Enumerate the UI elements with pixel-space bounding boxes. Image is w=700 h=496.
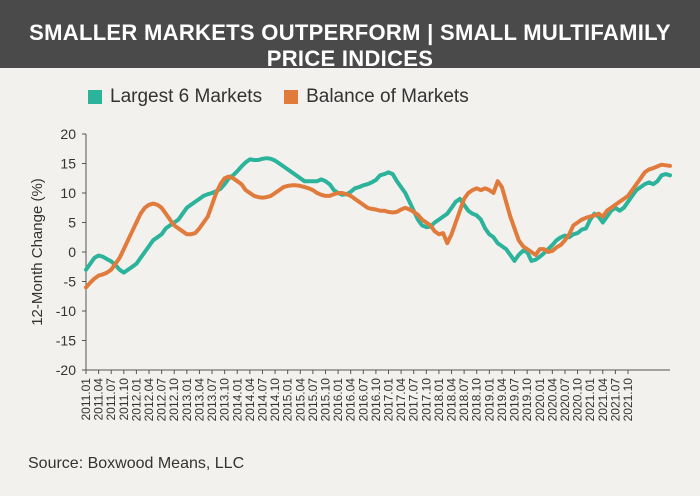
y-tick-label: -10 xyxy=(56,303,76,319)
x-tick-label: 2019.01 xyxy=(482,378,496,422)
x-tick-label: 2012.10 xyxy=(167,378,181,422)
x-tick-label: 2018.07 xyxy=(457,378,471,422)
title-bar: SMALLER MARKETS OUTPERFORM | SMALL MULTI… xyxy=(0,0,700,71)
legend-swatch-balance xyxy=(284,90,299,104)
x-tick-label: 2016.10 xyxy=(369,378,383,422)
x-tick-label: 2012.04 xyxy=(142,378,156,422)
x-tick-label: 2014.04 xyxy=(243,378,257,422)
x-tick-label: 2012.07 xyxy=(155,378,169,422)
y-tick-label: 20 xyxy=(60,126,76,142)
x-tick-label: 2017.07 xyxy=(407,378,421,422)
x-tick-label: 2011.07 xyxy=(104,378,118,421)
x-tick-label: 2019.04 xyxy=(495,378,509,422)
x-tick-label: 2011.10 xyxy=(117,378,131,421)
legend-label-balance: Balance of Markets xyxy=(306,86,469,107)
legend-label-largest-6: Largest 6 Markets xyxy=(110,86,263,107)
y-tick-label: 15 xyxy=(60,156,76,172)
y-tick-label: 5 xyxy=(68,215,76,231)
y-tick-label: 10 xyxy=(60,185,76,201)
series-line-largest-6 xyxy=(84,156,672,275)
series-lines xyxy=(84,156,672,290)
legend-swatch-largest-6 xyxy=(88,90,102,104)
x-tick-label: 2018.01 xyxy=(432,378,446,422)
x-tick-label: 2012.01 xyxy=(129,378,143,422)
x-tick-label: 2018.10 xyxy=(470,378,484,422)
x-tick-label: 2016.07 xyxy=(356,378,370,422)
x-tick-label: 2013.01 xyxy=(180,378,194,422)
legend-item-largest-6: Largest 6 Markets xyxy=(88,86,262,108)
x-tick-label: 2020.01 xyxy=(533,378,547,422)
x-tick-label: 2014.10 xyxy=(268,378,282,422)
x-tick-label: 2014.07 xyxy=(255,378,269,422)
y-tick-label: -20 xyxy=(56,362,76,378)
x-tick-label: 2013.10 xyxy=(218,378,232,422)
x-tick-label: 2019.10 xyxy=(520,378,534,422)
y-tick-label: -15 xyxy=(56,333,76,349)
x-tick-label: 2021.01 xyxy=(583,378,597,422)
x-tick-label: 2017.01 xyxy=(382,378,396,422)
x-tick-label: 2015.07 xyxy=(306,378,320,422)
x-tick-label: 2017.04 xyxy=(394,378,408,422)
x-tick-label: 2013.04 xyxy=(192,378,206,422)
legend-item-balance: Balance of Markets xyxy=(284,86,469,108)
x-tick-label: 2020.04 xyxy=(545,378,559,422)
x-tick-label: 2015.10 xyxy=(318,378,332,422)
x-tick-label: 2019.07 xyxy=(508,378,522,422)
x-tick-label: 2011.04 xyxy=(92,378,106,421)
x-tick-label: 2021.04 xyxy=(596,378,610,422)
x-tick-label: 2013.07 xyxy=(205,378,219,422)
x-tick-label: 2011.01 xyxy=(79,378,93,421)
x-tick-label: 2015.01 xyxy=(281,378,295,422)
y-tick-label: 0 xyxy=(68,244,76,260)
x-tick-label: 2021.07 xyxy=(608,378,622,422)
axes: 20 15 10 5 0 -5 -10 -15 -20 12-Month Change (%) 20… xyxy=(29,126,670,421)
x-tick-label: 2020.07 xyxy=(558,378,572,422)
x-tick-label: 2016.01 xyxy=(331,378,345,422)
x-tick-label: 2018.04 xyxy=(445,378,459,422)
source-note: Source: Boxwood Means, LLC xyxy=(28,455,245,472)
x-tick-label: 2015.04 xyxy=(293,378,307,422)
legend: Largest 6 Markets Balance of Markets xyxy=(88,86,469,108)
x-tick-label: 2016.04 xyxy=(344,378,358,422)
chart-title: SMALLER MARKETS OUTPERFORM | SMALL MULTI… xyxy=(29,20,671,71)
x-tick-label: 2014.01 xyxy=(230,378,244,422)
x-tick-label: 2020.10 xyxy=(571,378,585,422)
x-tick-label: 2017.10 xyxy=(419,378,433,422)
x-tick-label: 2021.10 xyxy=(621,378,635,422)
y-axis-title: 12-Month Change (%) xyxy=(29,178,46,326)
series-line-balance xyxy=(84,162,672,290)
y-tick-label: -5 xyxy=(64,274,77,290)
